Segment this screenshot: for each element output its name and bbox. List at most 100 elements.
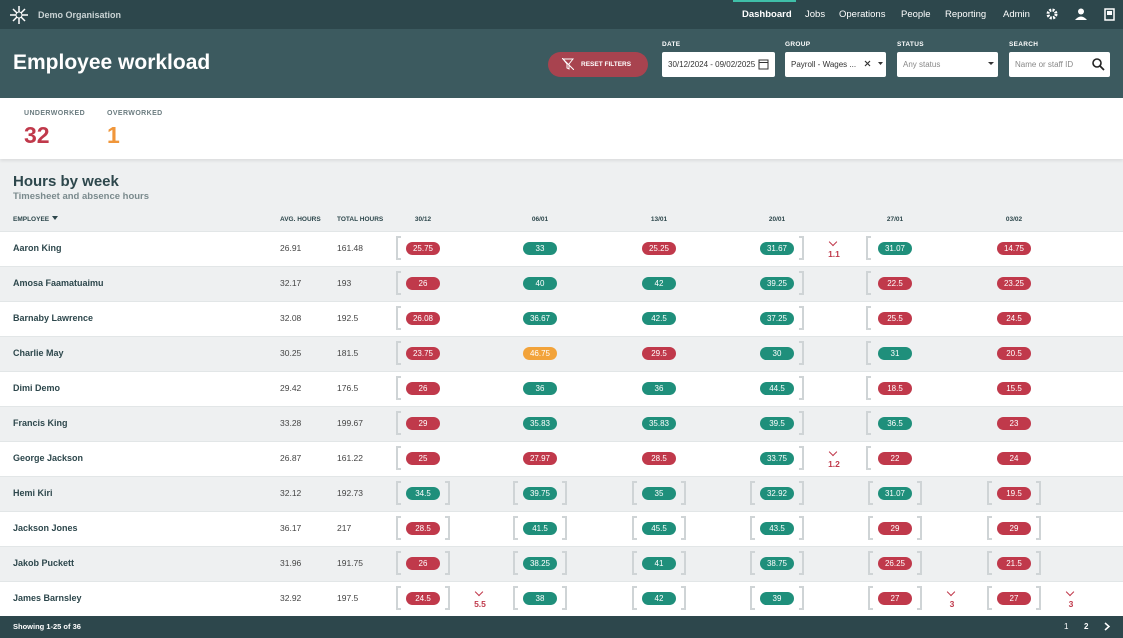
bracket [681, 551, 686, 575]
week-header: 13/01 [650, 216, 668, 223]
hours-pill: 23.25 [997, 277, 1031, 290]
hours-pill: 24 [997, 452, 1031, 465]
search-input[interactable]: Name or staff ID [1009, 52, 1110, 77]
dropdown-arrow [988, 62, 994, 65]
nav-item[interactable]: Admin [1003, 9, 1030, 20]
hours-pill: 29 [406, 417, 440, 430]
group-controls[interactable] [862, 59, 884, 69]
date-input[interactable]: 30/12/2024 - 09/02/2025 [662, 52, 775, 77]
nav-item[interactable]: Jobs [805, 9, 826, 20]
nav-item[interactable]: Dashboard [742, 9, 792, 20]
hours-pill: 29 [997, 522, 1031, 535]
hours-pill: 42 [642, 592, 676, 605]
group-label: GROUP [785, 41, 811, 48]
employee-name[interactable]: Charlie May [13, 348, 64, 358]
employee-name[interactable]: George Jackson [13, 453, 84, 463]
hours-pill: 36.5 [878, 417, 912, 430]
search-icon[interactable] [1092, 58, 1105, 71]
hours-pill: 44.5 [760, 382, 794, 395]
bracket [396, 341, 401, 365]
next-page[interactable] [1103, 622, 1111, 631]
bracket [799, 481, 804, 505]
avg-hours: 32.08 [280, 313, 302, 323]
hours-pill: 25.25 [642, 242, 676, 255]
bracket [632, 516, 637, 540]
nav-item[interactable]: Reporting [945, 9, 987, 20]
gap-hours: 3 [949, 599, 955, 609]
bracket [396, 516, 401, 540]
bracket [987, 516, 992, 540]
avg-hours: 32.17 [280, 278, 302, 288]
bracket [799, 551, 804, 575]
hours-pill: 39 [760, 592, 794, 605]
org-name: Demo Organisation [38, 10, 122, 20]
bracket [632, 481, 637, 505]
bracket [513, 516, 518, 540]
avg-hours: 26.87 [280, 453, 302, 463]
employee-name[interactable]: Amosa Faamatuaimu [13, 278, 104, 288]
table-row [0, 581, 1123, 616]
total-hours: 197.5 [337, 593, 359, 603]
hours-pill: 26 [406, 557, 440, 570]
bracket [868, 586, 873, 610]
hours-pill: 22.5 [878, 277, 912, 290]
employee-name[interactable]: Jackson Jones [13, 523, 78, 533]
column-header[interactable]: EMPLOYEE [13, 216, 50, 223]
employee-name[interactable]: Hemi Kiri [13, 488, 53, 498]
hours-pill: 22 [878, 452, 912, 465]
employee-name[interactable]: Jakob Puckett [13, 558, 75, 568]
header-icons[interactable] [1045, 7, 1120, 22]
hours-pill: 37.25 [760, 312, 794, 325]
bracket [396, 411, 401, 435]
bracket [917, 516, 922, 540]
bracket [799, 446, 804, 470]
logo [10, 6, 28, 24]
hours-pill: 31.07 [878, 242, 912, 255]
bracket [562, 516, 567, 540]
page-number[interactable]: 1 [1064, 622, 1069, 631]
total-hours: 192.73 [337, 488, 363, 498]
bracket [396, 236, 401, 260]
reset-filters[interactable]: RESET FILTERS [548, 52, 648, 77]
hours-pill: 42 [642, 277, 676, 290]
bracket [868, 551, 873, 575]
hours-pill: 21.5 [997, 557, 1031, 570]
section-subtitle: Timesheet and absence hours [13, 191, 150, 202]
employee-name[interactable]: Francis King [13, 418, 68, 428]
top-bar [0, 0, 1123, 29]
active-indicator [733, 0, 796, 2]
bracket [562, 551, 567, 575]
page-title: Employee workload [13, 51, 211, 74]
avg-hours: 36.17 [280, 523, 302, 533]
bracket [445, 516, 450, 540]
nav-item[interactable]: People [901, 9, 931, 20]
bracket [866, 446, 871, 470]
week-header: 20/01 [768, 216, 786, 223]
hours-pill: 40 [523, 277, 557, 290]
column-header: TOTAL HOURS [337, 216, 384, 223]
bracket [562, 481, 567, 505]
sort-arrow[interactable] [52, 215, 58, 221]
employee-name[interactable]: Dimi Demo [13, 383, 61, 393]
employee-name[interactable]: Aaron King [13, 243, 62, 253]
hours-pill: 38.75 [760, 557, 794, 570]
hours-pill: 35.83 [523, 417, 557, 430]
bracket [681, 516, 686, 540]
nav-item[interactable]: Operations [839, 9, 886, 20]
page-number[interactable]: 2 [1084, 622, 1089, 631]
total-hours: 192.5 [337, 313, 359, 323]
status-select[interactable]: Any status [897, 52, 998, 77]
bracket [1036, 481, 1041, 505]
hours-pill: 36 [523, 382, 557, 395]
hours-pill: 20.5 [997, 347, 1031, 360]
employee-name[interactable]: Barnaby Lawrence [13, 313, 94, 323]
hours-pill: 19.5 [997, 487, 1031, 500]
hours-pill: 27 [997, 592, 1031, 605]
bracket [632, 586, 637, 610]
employee-name[interactable]: James Barnsley [13, 593, 82, 603]
bracket [868, 481, 873, 505]
hours-pill: 29.5 [642, 347, 676, 360]
bracket [750, 586, 755, 610]
hours-pill: 39.25 [760, 277, 794, 290]
bracket [799, 341, 804, 365]
